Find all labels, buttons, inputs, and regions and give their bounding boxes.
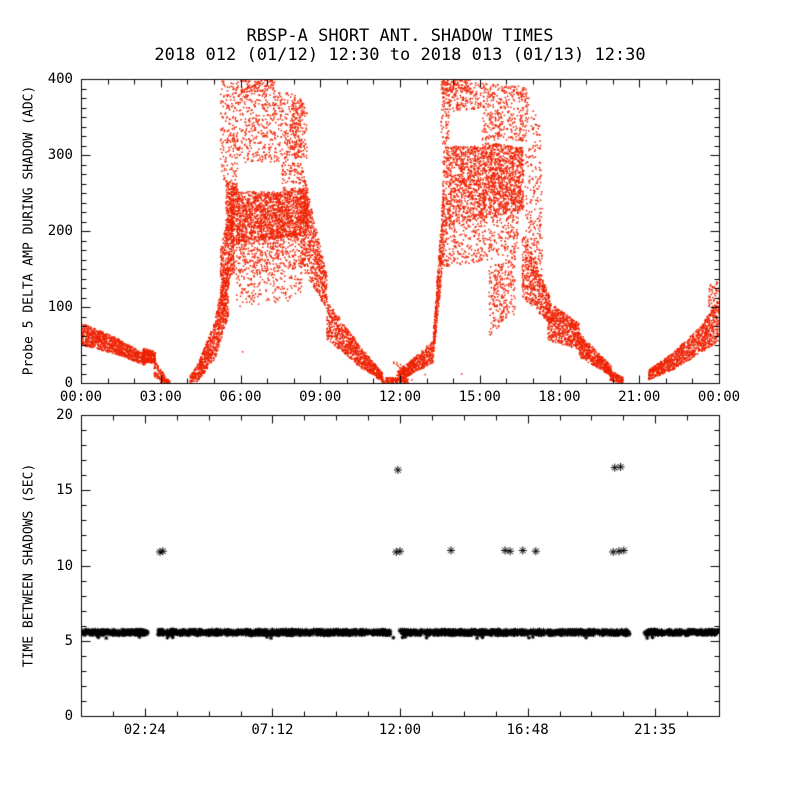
- x-tick-label: 07:12: [251, 722, 294, 738]
- x-tick-label: 03:00: [139, 389, 182, 405]
- x-tick-label: 00:00: [59, 389, 103, 405]
- chart-title: RBSP-A SHORT ANT. SHADOW TIMES: [246, 26, 554, 46]
- x-tick-label: 00:00: [697, 389, 741, 405]
- x-tick-label: 18:00: [538, 389, 581, 405]
- y-tick-label: 15: [56, 482, 73, 499]
- x-tick-label: 21:00: [618, 389, 661, 405]
- x-tick-label: 12:00: [378, 722, 422, 738]
- y-tick-label: 400: [47, 71, 73, 87]
- y-tick-label: 300: [47, 147, 73, 163]
- x-tick-label: 06:00: [219, 389, 262, 405]
- y-tick-label: 20: [56, 407, 73, 423]
- x-tick-label: 12:00: [378, 389, 422, 405]
- y-tick-label: 10: [56, 557, 73, 574]
- x-tick-label: 21:35: [634, 722, 677, 738]
- chart-subtitle: 2018 012 (01/12) 12:30 to 2018 013 (01/1…: [154, 45, 646, 65]
- x-tick-label: 02:24: [123, 722, 166, 738]
- x-tick-label: 09:00: [299, 389, 342, 405]
- x-tick-label: 15:00: [458, 389, 501, 405]
- y-tick-label: 0: [64, 708, 73, 724]
- x-tick-label: 16:48: [506, 722, 549, 738]
- y-tick-label: 200: [47, 223, 73, 239]
- y-tick-label: 100: [47, 299, 73, 315]
- y-tick-label: 5: [64, 632, 73, 649]
- y-tick-label: 0: [64, 375, 73, 391]
